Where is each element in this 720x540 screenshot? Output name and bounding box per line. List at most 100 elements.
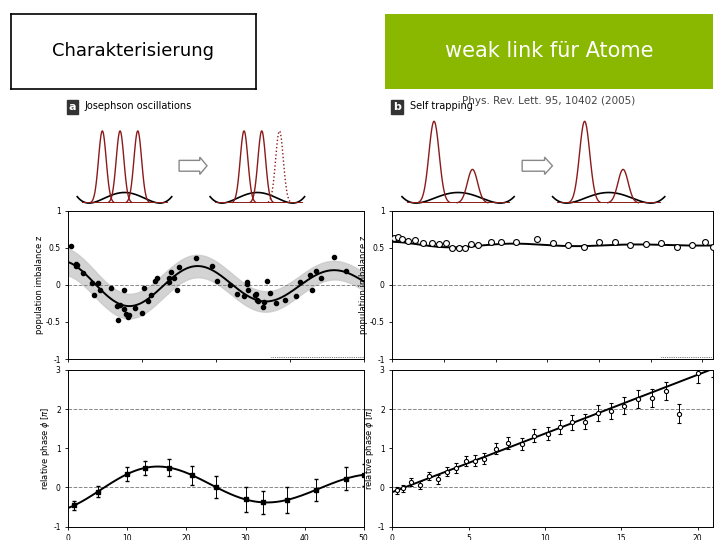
Point	[71, 260, 83, 269]
Point	[171, 286, 182, 294]
Point	[578, 242, 590, 251]
Point	[389, 234, 400, 242]
FancyArrow shape	[522, 157, 552, 174]
Point	[446, 244, 458, 253]
Text: b: b	[393, 102, 401, 112]
Y-axis label: population imbalance z: population imbalance z	[35, 236, 45, 334]
Text: Charakterisierung: Charakterisierung	[53, 42, 215, 60]
Point	[113, 316, 125, 325]
Point	[547, 239, 559, 247]
Point	[251, 296, 263, 305]
Point	[122, 313, 134, 321]
Point	[88, 291, 99, 300]
Point	[294, 278, 306, 286]
Point	[70, 260, 81, 268]
Point	[94, 286, 106, 294]
Point	[306, 286, 318, 295]
Y-axis label: relative phase $\phi$ [$\pi$]: relative phase $\phi$ [$\pi$]	[363, 407, 376, 490]
Point	[231, 289, 243, 298]
Point	[152, 273, 163, 282]
Point	[92, 278, 104, 287]
Point	[105, 284, 117, 292]
Point	[190, 254, 202, 262]
FancyArrow shape	[179, 157, 207, 174]
Point	[624, 241, 636, 249]
Point	[310, 267, 322, 275]
Point	[264, 289, 276, 298]
Point	[410, 236, 421, 245]
Point	[315, 274, 327, 282]
Point	[258, 298, 269, 306]
Point	[699, 238, 711, 246]
Point	[143, 296, 154, 305]
Point	[609, 238, 621, 246]
Point	[707, 243, 719, 252]
Text: a: a	[69, 102, 76, 112]
Point	[138, 284, 149, 293]
Point	[305, 271, 316, 279]
Point	[118, 286, 130, 295]
Point	[453, 244, 464, 252]
Point	[163, 278, 175, 287]
Point	[341, 267, 352, 275]
Point	[174, 262, 185, 271]
Point	[238, 292, 250, 301]
Point	[531, 235, 543, 244]
Point	[129, 304, 140, 313]
Point	[86, 279, 98, 288]
Point	[224, 280, 235, 289]
Point	[392, 232, 403, 241]
Point	[257, 303, 269, 312]
Point	[211, 277, 222, 286]
Point	[270, 299, 282, 307]
Point	[261, 277, 273, 286]
Point	[671, 243, 683, 252]
Point	[250, 291, 261, 299]
Point	[593, 238, 605, 247]
Point	[207, 262, 218, 271]
Point	[472, 241, 484, 249]
Point	[686, 241, 698, 249]
Point	[510, 238, 522, 247]
Point	[163, 273, 175, 282]
Point	[290, 292, 302, 300]
Point	[137, 308, 148, 317]
Point	[328, 253, 339, 262]
Point	[655, 239, 667, 248]
Point	[418, 239, 429, 247]
Point	[111, 302, 122, 310]
Point	[396, 234, 408, 243]
Point	[459, 244, 470, 253]
Point	[242, 278, 253, 286]
Text: Self trapping: Self trapping	[410, 101, 473, 111]
Point	[250, 289, 261, 298]
Text: Phys. Rev. Lett. 95, 10402 (2005): Phys. Rev. Lett. 95, 10402 (2005)	[462, 96, 635, 106]
Point	[485, 238, 496, 246]
Text: weak link für Atome: weak link für Atome	[445, 41, 653, 62]
Point	[123, 311, 135, 320]
Point	[402, 237, 414, 245]
Point	[441, 239, 452, 248]
Point	[166, 267, 177, 276]
Point	[433, 240, 445, 248]
Point	[114, 301, 126, 309]
Point	[77, 269, 89, 278]
Point	[252, 296, 264, 305]
Y-axis label: population imbalance z: population imbalance z	[359, 236, 369, 334]
Point	[242, 286, 253, 294]
Point	[465, 240, 477, 248]
Point	[71, 261, 82, 270]
Point	[640, 239, 652, 248]
Point	[168, 274, 179, 283]
Y-axis label: relative phase $\phi$ [$\pi$]: relative phase $\phi$ [$\pi$]	[39, 407, 52, 490]
Point	[279, 295, 290, 304]
Point	[426, 238, 438, 247]
Point	[562, 241, 574, 249]
Point	[118, 305, 130, 313]
Text: Josephson oscillations: Josephson oscillations	[85, 101, 192, 111]
Point	[120, 309, 132, 318]
Point	[66, 242, 77, 251]
Point	[241, 279, 253, 288]
Point	[145, 291, 157, 300]
Point	[495, 238, 507, 247]
